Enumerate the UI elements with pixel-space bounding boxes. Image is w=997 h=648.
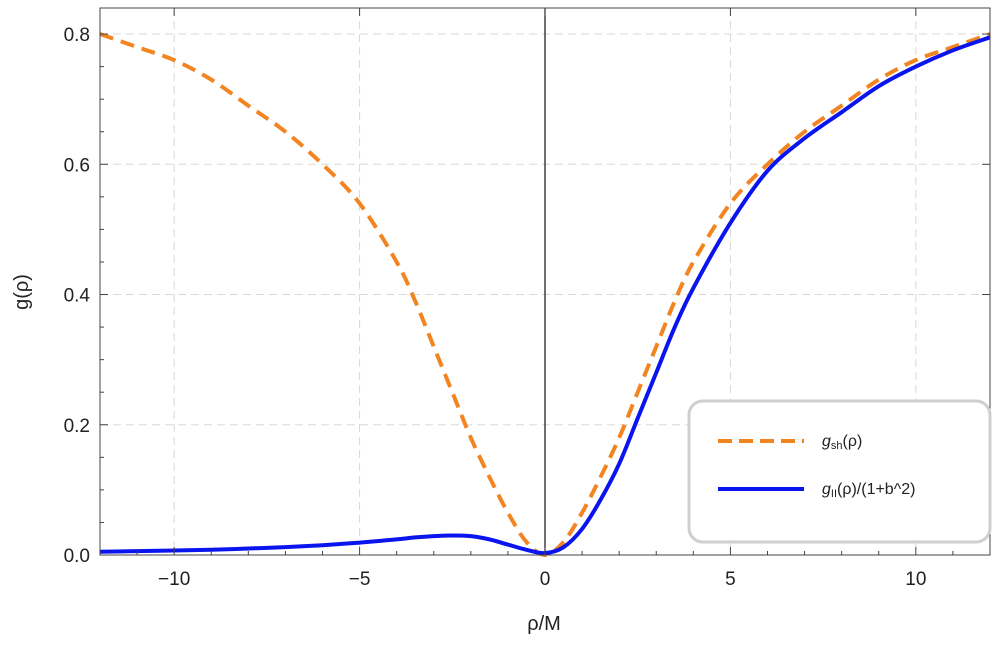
tick-labels: −10 −5 0 5 10 0.0 0.2 0.4 0.6 0.8	[64, 25, 927, 590]
y-tick-label: 0.0	[64, 546, 90, 567]
legend: gsh(ρ) gII(ρ)/(1+b^2)	[687, 399, 992, 544]
x-tick-label: 5	[725, 569, 736, 590]
y-axis-label: g(ρ)	[11, 274, 33, 310]
ticks	[99, 8, 991, 556]
y-tick-label: 0.2	[64, 416, 90, 437]
legend-box	[687, 399, 992, 544]
legend-label-gsh: gsh(ρ)	[822, 433, 862, 452]
y-tick-label: 0.8	[64, 25, 90, 46]
y-tick-label: 0.4	[64, 286, 91, 307]
y-tick-label: 0.6	[64, 155, 90, 176]
legend-label-gii: gII(ρ)/(1+b^2)	[822, 481, 915, 500]
x-tick-label: −10	[158, 569, 190, 590]
x-tick-label: −5	[349, 569, 371, 590]
x-tick-label: 0	[540, 569, 551, 590]
x-tick-label: 10	[905, 569, 926, 590]
x-axis-label: ρ/M	[527, 613, 561, 635]
